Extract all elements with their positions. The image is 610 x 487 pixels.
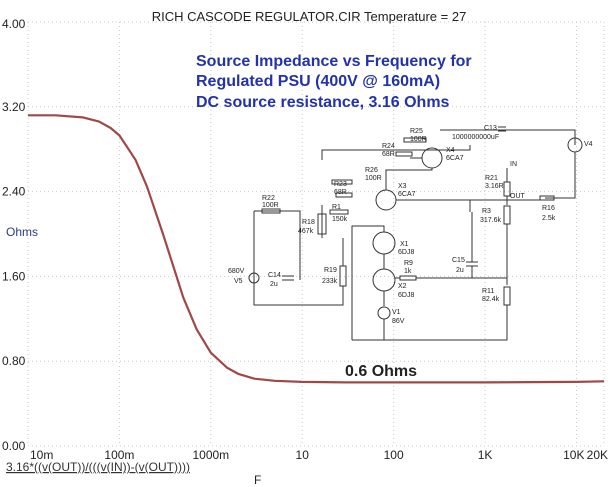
svg-text:100R: 100R bbox=[262, 202, 279, 209]
svg-text:68R: 68R bbox=[334, 189, 347, 196]
svg-text:1000000000uF: 1000000000uF bbox=[452, 134, 499, 141]
svg-text:IN: IN bbox=[510, 161, 517, 168]
regulator-schematic: R25 100R C13 1000000000uF R24 68R X4 6CA… bbox=[228, 125, 593, 341]
svg-text:2.5k: 2.5k bbox=[542, 215, 556, 222]
svg-text:317.6k: 317.6k bbox=[480, 217, 502, 224]
svg-text:100R: 100R bbox=[365, 175, 382, 182]
svg-text:86V: 86V bbox=[392, 318, 405, 325]
plateau-annotation: 0.6 Ohms bbox=[345, 363, 417, 380]
svg-text:3.16R: 3.16R bbox=[485, 183, 504, 190]
x-tick-label: 20K bbox=[587, 448, 608, 462]
x-axis-label: F bbox=[254, 473, 261, 487]
y-tick-label: 4.00 bbox=[2, 17, 26, 31]
svg-text:V1: V1 bbox=[392, 309, 401, 316]
tube-x1-icon bbox=[372, 231, 396, 255]
x-tick-label: 100 bbox=[384, 448, 404, 462]
svg-text:680V: 680V bbox=[228, 268, 245, 275]
annotation-line-2: Regulated PSU (400V @ 160mA) bbox=[196, 73, 440, 90]
resistor-r26 bbox=[331, 179, 353, 185]
x-tick-label: 1000m bbox=[192, 448, 229, 462]
resistor-r18 bbox=[317, 213, 327, 235]
x-tick-label: 10K bbox=[563, 448, 584, 462]
y-tick-label: 3.20 bbox=[2, 100, 26, 114]
x-tick-label: 10 bbox=[296, 448, 310, 462]
annotation-line-3: DC source resistance, 3.16 Ohms bbox=[196, 94, 450, 111]
svg-text:R22: R22 bbox=[262, 195, 275, 202]
svg-text:V5: V5 bbox=[234, 278, 243, 285]
svg-text:233k: 233k bbox=[322, 278, 338, 285]
x-tick-label: 100m bbox=[104, 448, 134, 462]
svg-text:C13: C13 bbox=[484, 125, 497, 132]
svg-text:C14: C14 bbox=[268, 272, 281, 279]
grid bbox=[27, 21, 605, 447]
series-line bbox=[28, 114, 605, 384]
svg-text:R26: R26 bbox=[365, 167, 378, 174]
y-axis-ticks: 4.00 3.20 2.40 1.60 0.80 0.00 bbox=[2, 17, 26, 453]
resistor-r25 bbox=[403, 137, 427, 143]
resistor-r24 bbox=[395, 151, 413, 157]
svg-text:X4: X4 bbox=[446, 147, 455, 154]
svg-text:R18: R18 bbox=[302, 219, 315, 226]
y-axis-label: Ohms bbox=[6, 225, 38, 239]
svg-text:R21: R21 bbox=[485, 175, 498, 182]
svg-text:6DJ8: 6DJ8 bbox=[398, 249, 414, 256]
svg-text:467k: 467k bbox=[298, 228, 314, 235]
x-tick-label: 10m bbox=[30, 448, 53, 462]
resistor-r1 bbox=[329, 209, 349, 215]
y-expression: 3.16*((v(OUT))/(((v(IN))-(v(OUT)))) bbox=[6, 460, 190, 474]
resistor-r11 bbox=[503, 286, 511, 306]
svg-text:82.4k: 82.4k bbox=[482, 296, 500, 303]
source-v1-icon bbox=[377, 306, 391, 320]
resistor-r16 bbox=[539, 195, 555, 201]
svg-text:V4: V4 bbox=[584, 141, 593, 148]
tube-x3-icon bbox=[375, 189, 397, 211]
svg-text:R23: R23 bbox=[334, 181, 347, 188]
x-tick-label: 1K bbox=[478, 448, 493, 462]
series-layer bbox=[28, 114, 605, 384]
svg-text:OUT: OUT bbox=[510, 193, 526, 200]
y-tick-label: 2.40 bbox=[2, 185, 26, 199]
chart-title: RICH CASCODE REGULATOR.CIR Temperature =… bbox=[152, 9, 467, 24]
resistor-r3 bbox=[503, 205, 511, 225]
svg-text:X3: X3 bbox=[398, 183, 407, 190]
annotation-line-1: Source Impedance vs Frequency for bbox=[196, 53, 472, 70]
svg-text:X1: X1 bbox=[400, 241, 409, 248]
svg-text:1k: 1k bbox=[404, 268, 412, 275]
svg-text:6DJ8: 6DJ8 bbox=[398, 292, 414, 299]
svg-text:C15: C15 bbox=[452, 257, 465, 264]
svg-text:X2: X2 bbox=[398, 283, 407, 290]
svg-text:R19: R19 bbox=[324, 267, 337, 274]
y-tick-label: 0.00 bbox=[2, 439, 26, 453]
svg-text:150k: 150k bbox=[332, 216, 348, 223]
tube-x4-icon bbox=[421, 147, 443, 169]
svg-text:R1: R1 bbox=[332, 204, 341, 211]
svg-text:R24: R24 bbox=[382, 143, 395, 150]
tube-x2-icon bbox=[372, 268, 396, 292]
y-tick-label: 0.80 bbox=[2, 354, 26, 368]
svg-text:R25: R25 bbox=[410, 128, 423, 135]
resistor-r23 bbox=[335, 192, 353, 198]
svg-text:R16: R16 bbox=[542, 205, 555, 212]
svg-text:6CA7: 6CA7 bbox=[398, 191, 416, 198]
svg-text:68R: 68R bbox=[382, 151, 395, 158]
svg-text:R3: R3 bbox=[482, 208, 491, 215]
svg-text:2u: 2u bbox=[270, 281, 278, 288]
x-axis-ticks: 10m 100m 1000m 10 100 1K 10K 20K bbox=[30, 448, 608, 462]
svg-text:100R: 100R bbox=[410, 136, 427, 143]
svg-text:6CA7: 6CA7 bbox=[446, 155, 464, 162]
svg-text:R9: R9 bbox=[404, 260, 413, 267]
source-v5-icon bbox=[248, 272, 260, 284]
svg-text:2u: 2u bbox=[456, 267, 464, 274]
y-tick-label: 1.60 bbox=[2, 269, 26, 283]
svg-text:R11: R11 bbox=[482, 288, 494, 295]
